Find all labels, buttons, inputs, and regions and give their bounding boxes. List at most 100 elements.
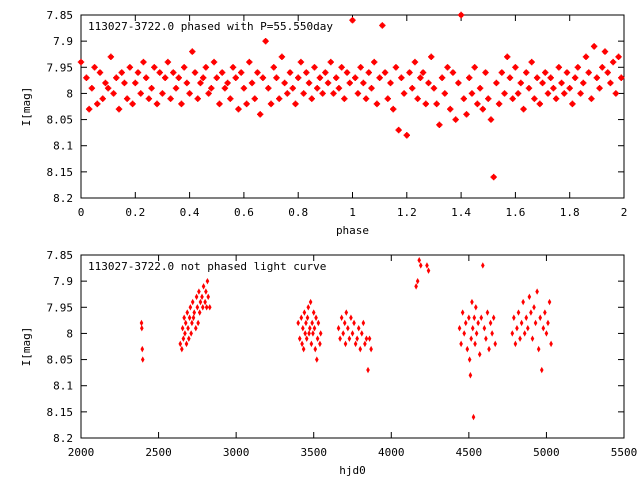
data-point-cross <box>373 100 381 108</box>
data-point-cross <box>243 100 250 108</box>
data-point-cross <box>362 95 370 102</box>
data-point-cross <box>343 69 351 76</box>
data-point-cross <box>300 90 307 97</box>
data-point-cross <box>273 74 280 81</box>
data-point <box>541 325 546 332</box>
data-point <box>470 325 475 332</box>
data-point-cross <box>316 74 324 81</box>
data-point <box>543 309 547 316</box>
data-point <box>196 319 200 327</box>
data-point <box>183 319 188 327</box>
data-point-cross <box>360 79 367 87</box>
data-point-cross <box>330 90 337 97</box>
data-point <box>339 314 344 321</box>
data-point <box>510 330 515 337</box>
data-point <box>474 330 479 337</box>
data-point <box>178 340 183 348</box>
data-point <box>459 340 463 348</box>
data-point-cross <box>585 69 592 76</box>
y-tick-label: 8.2 <box>53 192 73 205</box>
y-axis-label: I[mag] <box>20 87 33 127</box>
data-point-cross <box>167 95 174 102</box>
data-point <box>519 319 524 327</box>
data-point <box>468 372 473 379</box>
x-tick-label: 2000 <box>68 446 95 459</box>
data-point-cross <box>297 58 305 66</box>
data-point-cross <box>558 79 565 87</box>
data-point <box>463 319 468 327</box>
data-point <box>488 319 493 327</box>
data-point-cross <box>357 64 364 71</box>
data-point <box>472 314 477 321</box>
data-point-cross <box>175 74 182 81</box>
y-tick-label: 8.15 <box>47 166 74 179</box>
data-point <box>518 335 522 342</box>
data-point <box>536 345 541 353</box>
data-point <box>366 366 370 374</box>
data-point-cross <box>113 74 120 81</box>
data-point <box>477 351 482 358</box>
data-point-cross <box>335 85 343 92</box>
data-point-cross <box>482 69 489 76</box>
y-tick-label: 8.2 <box>53 432 73 445</box>
data-point <box>350 330 355 337</box>
data-point-cross <box>406 69 413 76</box>
data-point-cross <box>110 90 117 97</box>
data-point-cross <box>322 69 329 76</box>
x-tick-label: 2500 <box>145 446 172 459</box>
data-point-cross <box>398 74 405 81</box>
data-point <box>476 319 480 327</box>
data-point-cross <box>376 74 383 81</box>
data-point-cross <box>425 79 432 87</box>
data-point-cross <box>419 69 427 76</box>
data-point-cross <box>229 64 237 71</box>
data-point <box>484 335 488 342</box>
data-point <box>311 330 315 337</box>
y-tick-label: 7.85 <box>47 9 74 22</box>
data-point-cross <box>512 64 519 71</box>
data-point-cross <box>259 74 267 81</box>
data-point-cross <box>447 105 454 113</box>
data-point <box>206 293 211 301</box>
data-point <box>197 309 202 316</box>
data-point-cross <box>457 11 465 19</box>
data-point-cross <box>208 85 215 92</box>
data-point-cross <box>137 90 144 97</box>
x-tick-label: 0.6 <box>234 206 254 219</box>
data-point-cross <box>270 64 277 71</box>
data-point-cross <box>618 74 625 81</box>
data-point-cross <box>414 95 421 102</box>
data-point <box>315 356 319 363</box>
data-point-cross <box>574 64 582 71</box>
data-point-cross <box>498 69 506 76</box>
data-point <box>204 304 209 311</box>
data-point <box>187 314 192 321</box>
data-point-cross <box>566 85 573 92</box>
data-point <box>198 298 203 306</box>
data-point-cross <box>544 90 552 97</box>
data-point-cross <box>126 64 134 71</box>
data-point <box>352 319 356 327</box>
data-point-cross <box>91 64 98 71</box>
data-point-cross <box>278 53 286 61</box>
data-point <box>539 366 544 374</box>
chart-title: 113027-3722.0 not phased light curve <box>88 260 326 273</box>
data-point-cross <box>428 53 435 61</box>
data-point-cross <box>284 90 291 97</box>
data-point-cross <box>286 69 294 76</box>
data-point-cross <box>596 85 603 92</box>
data-point <box>460 309 465 316</box>
data-point <box>194 325 198 332</box>
data-point-cross <box>547 74 554 81</box>
data-point <box>313 345 318 353</box>
data-point-cross <box>346 79 353 87</box>
data-point-cross <box>83 74 90 81</box>
data-point-cross <box>246 58 253 66</box>
data-point-cross <box>504 53 511 61</box>
data-point <box>521 298 525 306</box>
x-tick-label: 3000 <box>223 446 250 459</box>
data-point <box>418 262 423 269</box>
data-point-cross <box>148 85 155 92</box>
data-point <box>192 309 197 316</box>
data-point <box>349 314 353 321</box>
